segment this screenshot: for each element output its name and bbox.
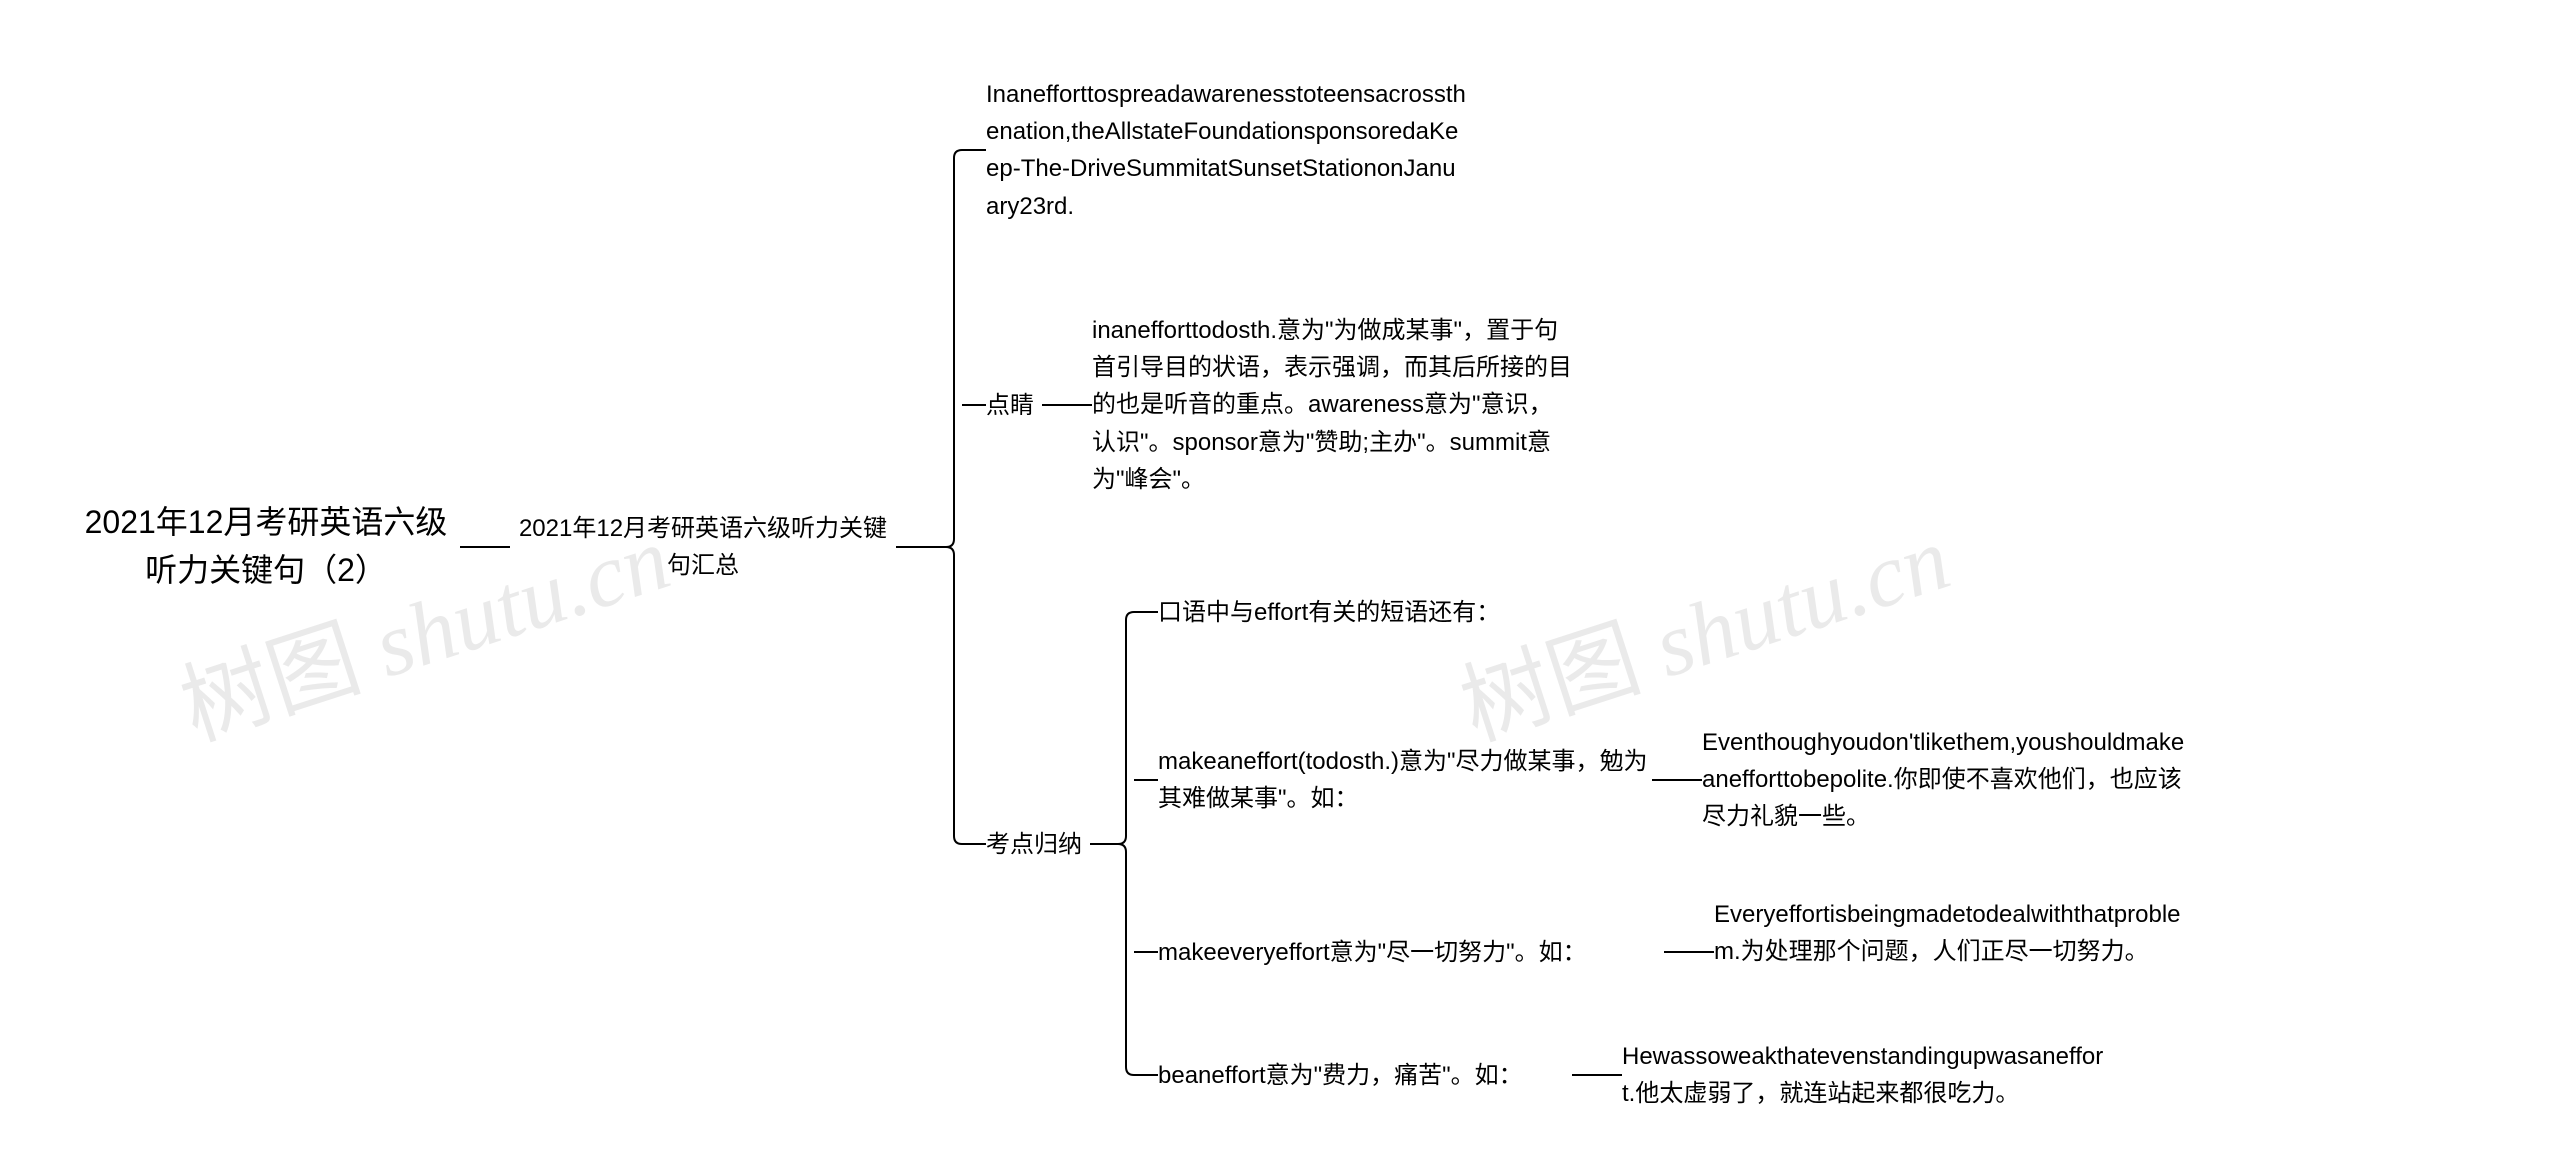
kaodian-label: 考点归纳 <box>986 826 1082 863</box>
kaodian-item-2: makeaneffort(todosth.)意为"尽力做某事，勉为其难做某事"。… <box>1158 743 1652 817</box>
level1-node: 2021年12月考研英语六级听力关键 句汇总 <box>510 510 896 584</box>
example-text: Inanefforttospreadawarenesstoteensacross… <box>986 81 1466 220</box>
root-node: 2021年12月考研英语六级 听力关键句（2） <box>72 498 460 594</box>
watermark-text: shutu.cn <box>1643 509 1961 697</box>
kaodian-item-3: makeeveryeffort意为"尽一切努力"。如： <box>1158 934 1664 971</box>
kaodian-item-1: 口语中与effort有关的短语还有： <box>1158 594 1638 631</box>
dianjing-text: inanefforttodosth.意为"为做成某事"，置于句首引导目的状语，表… <box>1092 312 1572 498</box>
level1-line1: 2021年12月考研英语六级听力关键 <box>519 515 887 542</box>
root-title-line2: 听力关键句（2） <box>145 552 387 588</box>
kaodian-leaf-4: Hewassoweakthatevenstandingupwasaneffort… <box>1622 1038 2112 1112</box>
example-node: Inanefforttospreadawarenesstoteensacross… <box>986 76 1466 225</box>
kaodian-leaf-3: Everyeffortisbeingmadetodealwiththatprob… <box>1714 896 2194 970</box>
kaodian-leaf-2: Eventhoughyoudon'tlikethem,youshouldmake… <box>1702 724 2186 836</box>
kaodian-item-4: beaneffort意为"费力，痛苦"。如： <box>1158 1057 1572 1094</box>
root-title-line1: 2021年12月考研英语六级 <box>85 504 448 540</box>
level1-line2: 句汇总 <box>667 552 739 579</box>
dianjing-label: 点睛 <box>986 387 1034 424</box>
watermark-prefix: 树图 <box>170 602 393 759</box>
